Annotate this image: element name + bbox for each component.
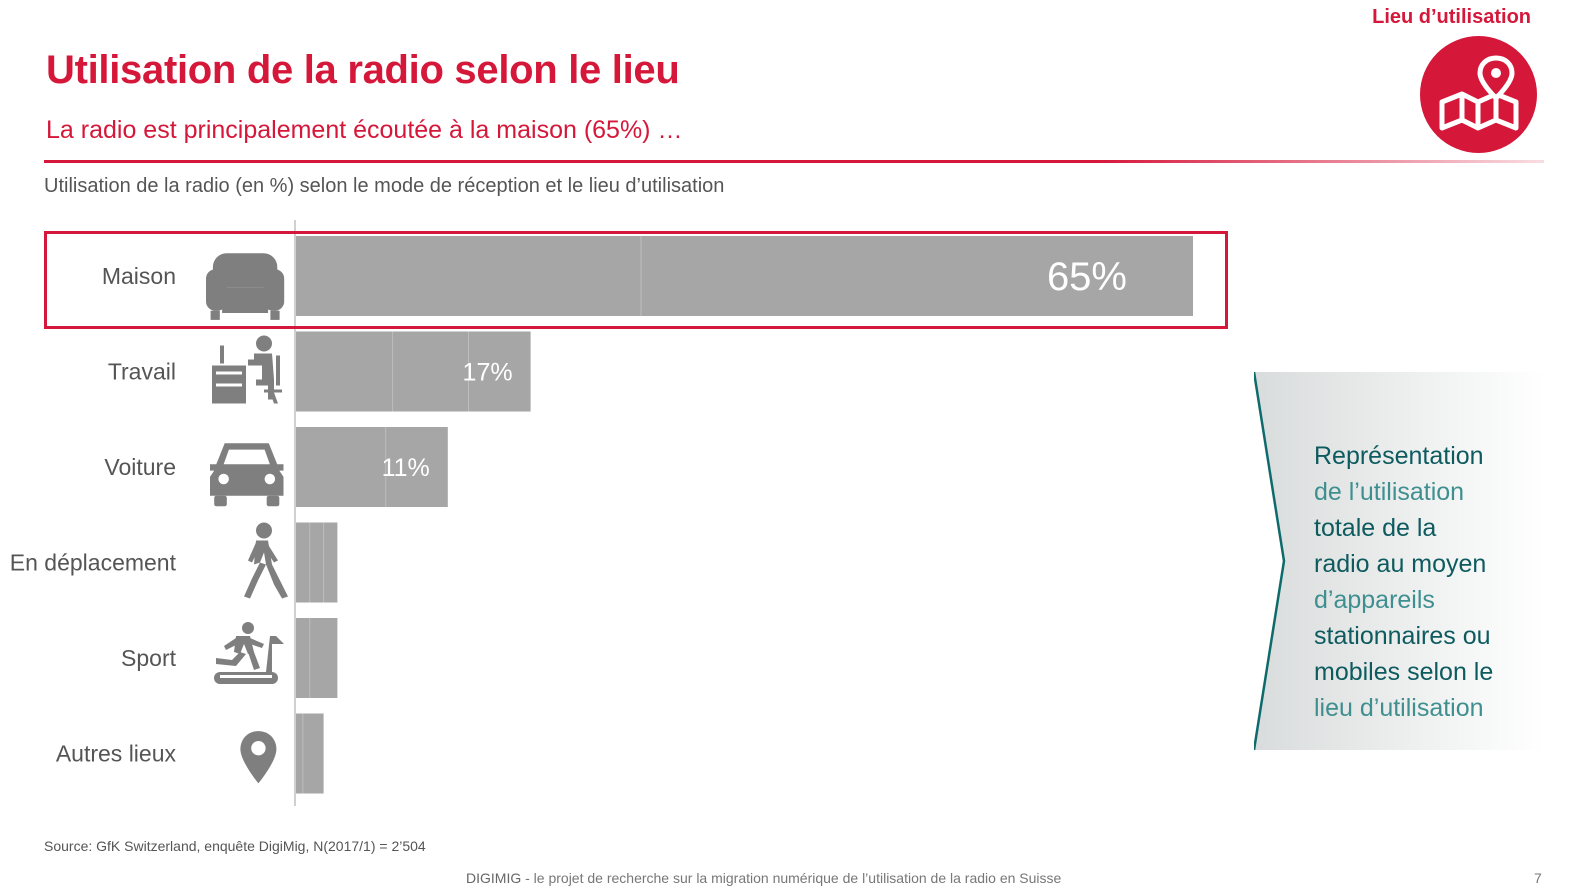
footer-project-desc: - le projet de recherche sur la migratio… <box>521 870 1062 886</box>
desk-worker-icon <box>212 335 282 404</box>
callout-line: stationnaires ou <box>1314 622 1491 650</box>
map-pin-icon <box>1439 55 1519 131</box>
car-icon <box>210 443 284 507</box>
footer-project-name: DIGIMIG <box>466 870 522 886</box>
page-title: Utilisation de la radio selon le lieu <box>46 48 680 92</box>
armchair-icon <box>206 253 285 320</box>
category-label: Maison <box>102 263 176 289</box>
location-pin-icon <box>240 731 277 784</box>
bar-segment <box>392 331 469 412</box>
callout-box: Représentation de l’utilisation totale de … <box>1254 372 1544 750</box>
bar-segment <box>641 236 1193 316</box>
source-note: Source: GfK Switzerland, enquête DigiMig… <box>44 838 426 854</box>
callout-line: Représentation <box>1314 442 1484 470</box>
bar-segment <box>296 618 310 698</box>
callout-bracket <box>1254 372 1544 750</box>
category-label: Travail <box>108 359 176 385</box>
section-label: Lieu d’utilisation <box>1372 6 1531 28</box>
category-label: Voiture <box>104 454 176 480</box>
bar-segment <box>309 522 324 603</box>
category-label: En déplacement <box>10 550 177 576</box>
page-subtitle: La radio est principalement écoutée à la… <box>46 116 683 144</box>
page-number: 7 <box>1534 870 1542 886</box>
callout-line: d’appareils <box>1314 586 1435 614</box>
data-label: 65% <box>1047 255 1127 299</box>
bar-segment <box>302 713 324 794</box>
bar-segment <box>323 522 338 603</box>
bar-segment <box>296 713 303 794</box>
callout-line: totale de la <box>1314 514 1437 542</box>
callout-text: Représentation de l’utilisation totale de … <box>1314 438 1542 726</box>
footer-text: DIGIMIG - le projet de recherche sur la … <box>466 870 1061 886</box>
walking-person-icon <box>244 522 288 599</box>
bar-segment <box>296 427 386 507</box>
bar-segment <box>468 331 531 412</box>
highlight-box-maison <box>44 231 1228 329</box>
callout-line: mobiles selon le <box>1314 658 1494 686</box>
bar-segment <box>385 427 448 507</box>
callout-line: lieu d’utilisation <box>1314 694 1484 722</box>
category-label: Autres lieux <box>56 741 177 767</box>
category-label: Sport <box>121 645 177 671</box>
chart-title: Utilisation de la radio (en %) selon le … <box>44 175 725 197</box>
data-label: 17% <box>463 359 513 387</box>
data-label: 11% <box>382 454 430 482</box>
bar-segment <box>296 236 641 316</box>
treadmill-icon <box>214 622 284 684</box>
bar-chart: Maison 65% Travail 17% Voiture 11% En déplacem… <box>10 220 1193 806</box>
bar-segment <box>296 522 310 603</box>
bar-segment <box>296 331 393 412</box>
section-badge <box>1420 36 1537 153</box>
title-divider <box>44 160 1544 163</box>
callout-line: de l’utilisation <box>1314 478 1465 506</box>
callout-line: radio au moyen <box>1314 550 1487 578</box>
bar-segment <box>309 618 338 698</box>
